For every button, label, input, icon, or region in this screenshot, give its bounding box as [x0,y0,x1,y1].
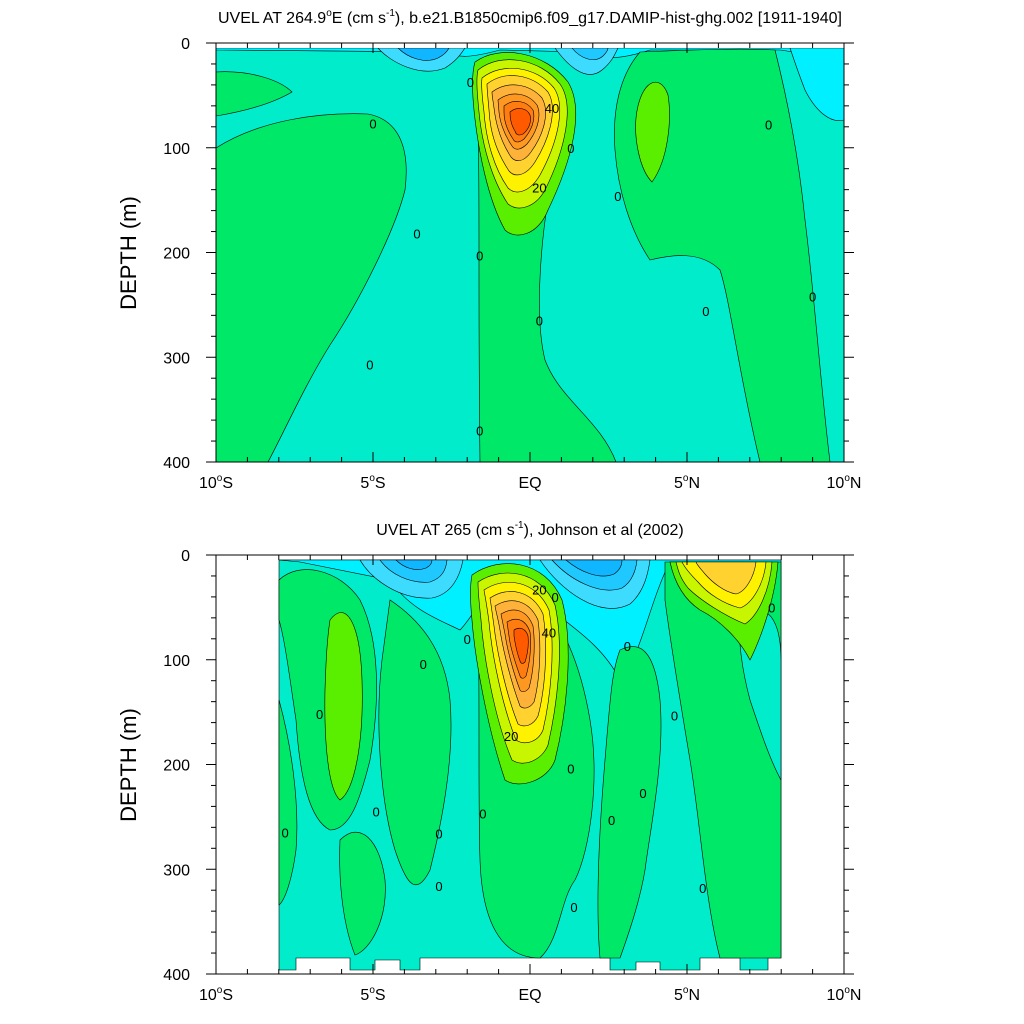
y-tick-label: 200 [163,758,190,775]
contour-label: 40 [545,101,559,116]
bottom-euc-40 [513,627,529,664]
contour-label: 0 [768,600,775,615]
contour-label: 0 [639,786,646,801]
bottom-panel: UVEL AT 265 (cm s-1), Johnson et al (200… [116,520,861,1004]
contour-label: 0 [281,826,288,841]
top-west-green-body [216,113,407,462]
y-tick-label: 200 [163,246,190,263]
top-title: UVEL AT 264.9oE (cm s-1), b.e21.B1850cmi… [218,8,842,27]
x-tick-label: EQ [518,475,541,492]
contour-label: 0 [552,590,559,605]
contour-label: 0 [567,762,574,777]
y-tick-label: 0 [181,548,190,565]
bottom-mid-green-b [339,831,386,956]
contour-label: 0 [765,118,772,133]
bottom-west-green-b [278,699,298,906]
bottom-mid-green [378,599,452,885]
top-east-bright-green [635,81,670,183]
bottom-westward-c [395,559,433,570]
contour-label: 0 [369,117,376,132]
bottom-westward-f [565,559,623,577]
y-tick-label: 400 [163,455,190,472]
top-contour-field [216,43,844,462]
contour-label: 0 [608,813,615,828]
y-tick-label: 300 [163,350,190,367]
y-tick-label: 0 [181,36,190,53]
x-tick-label: 5oN [674,985,700,1004]
bottom-westward-b [379,559,448,583]
contour-label: 0 [567,141,574,156]
contour-label: 0 [476,424,483,439]
x-tick-label: 5oS [360,985,385,1004]
contour-label: 0 [614,189,621,204]
top-east-cyan [789,47,844,121]
top-y-axis-label: DEPTH (m) [116,196,141,310]
contour-label: 0 [413,227,420,242]
contour-label: 0 [420,657,427,672]
contour-label: 20 [532,583,546,598]
bottom-title: UVEL AT 265 (cm s-1), Johnson et al (200… [376,520,683,539]
bottom-x-axis: 10oS 5oS EQ 5oN 10oN [199,555,861,1004]
contour-label: 20 [504,729,518,744]
contour-label: 20 [532,181,546,196]
top-west-green-lobe [216,71,293,117]
bottom-west-bright [324,612,363,801]
contour-label: 0 [809,289,816,304]
top-x-axis: 10oS 5oS EQ 5oN 10oN [199,43,861,492]
bottom-contour-labels: 20 0 40 0 0 0 0 20 0 0 0 0 0 0 0 0 0 0 0 0 [281,583,775,915]
y-tick-label: 100 [163,141,190,158]
contour-label: 0 [435,827,442,842]
bottom-east-jet-20 [695,561,757,595]
x-tick-label: 10oS [199,473,233,492]
x-tick-label: 10oN [827,473,862,492]
x-tick-label: 5oS [360,473,385,492]
contour-label: 0 [699,881,706,896]
top-contour-labels: 0 40 20 0 0 0 0 0 0 0 0 0 0 0 [366,75,816,439]
bottom-y-axis-label: DEPTH (m) [116,708,141,822]
bottom-contour-field [278,559,782,971]
contour-label: 0 [373,805,380,820]
contour-label: 40 [542,626,556,641]
y-tick-label: 300 [163,862,190,879]
contour-label: 0 [536,314,543,329]
x-tick-label: 10oS [199,985,233,1004]
contour-label: 0 [479,807,486,822]
contour-label: 0 [570,900,577,915]
top-westward-core-d [571,47,609,60]
y-tick-label: 400 [163,967,190,984]
contour-label: 0 [671,708,678,723]
x-tick-label: EQ [518,987,541,1004]
x-tick-label: 5oN [674,473,700,492]
contour-label: 0 [624,639,631,654]
y-tick-label: 100 [163,653,190,670]
top-westward-core-b [397,47,450,61]
top-panel: UVEL AT 264.9oE (cm s-1), b.e21.B1850cmi… [116,8,861,492]
contour-label: 0 [366,358,373,373]
x-tick-label: 10oN [827,985,862,1004]
bottom-east-green [597,646,662,959]
contour-label: 0 [435,879,442,894]
contour-label: 0 [316,707,323,722]
contour-label: 0 [702,304,709,319]
contour-label: 0 [467,75,474,90]
top-euc-40 [509,108,531,136]
contour-label: 0 [464,632,471,647]
top-east-green [614,48,831,462]
contour-label: 0 [476,249,483,264]
